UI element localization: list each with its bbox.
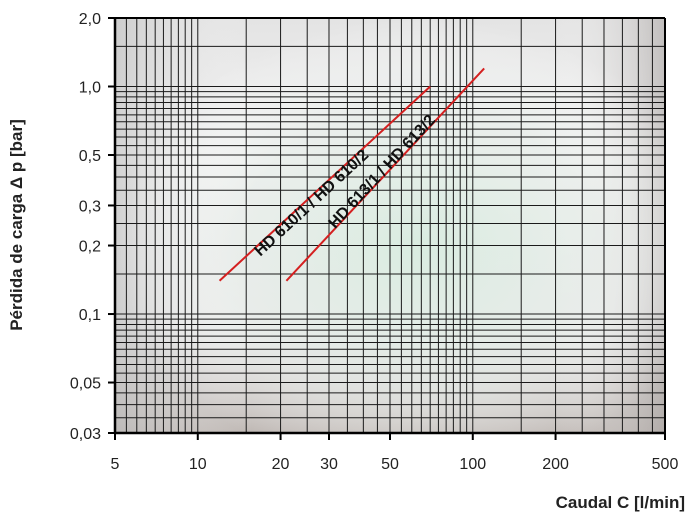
y-tick-label: 0,05: [70, 376, 101, 393]
x-axis-title: Caudal C [l/min]: [556, 493, 685, 512]
x-tick-label: 500: [652, 456, 679, 473]
y-tick-label: 0,03: [70, 426, 101, 443]
y-tick-label: 0,2: [79, 239, 101, 256]
x-tick-label: 200: [542, 456, 569, 473]
x-tick-label: 5: [111, 456, 120, 473]
series-line: [218, 85, 431, 282]
y-axis-title: Pérdida de carga Δ p [bar]: [7, 119, 26, 331]
y-tick-label: 0,1: [79, 307, 101, 324]
x-tick-label: 100: [459, 456, 486, 473]
y-tick-label: 0,3: [79, 198, 101, 215]
x-tick-label: 10: [189, 456, 207, 473]
series-line: [285, 67, 485, 282]
x-tick-label: 50: [381, 456, 399, 473]
y-tick-label: 1,0: [79, 79, 101, 96]
y-tick-label: 2,0: [79, 11, 101, 28]
grid: [115, 18, 665, 433]
x-tick-label: 30: [320, 456, 338, 473]
y-tick-label: 0,5: [79, 148, 101, 165]
tick-labels: 5 10 20 30 50 100 200 500 2,0 1,0 0,5 0,3 0,2 0,1 0,05…: [70, 11, 679, 473]
x-tick-label: 20: [272, 456, 290, 473]
